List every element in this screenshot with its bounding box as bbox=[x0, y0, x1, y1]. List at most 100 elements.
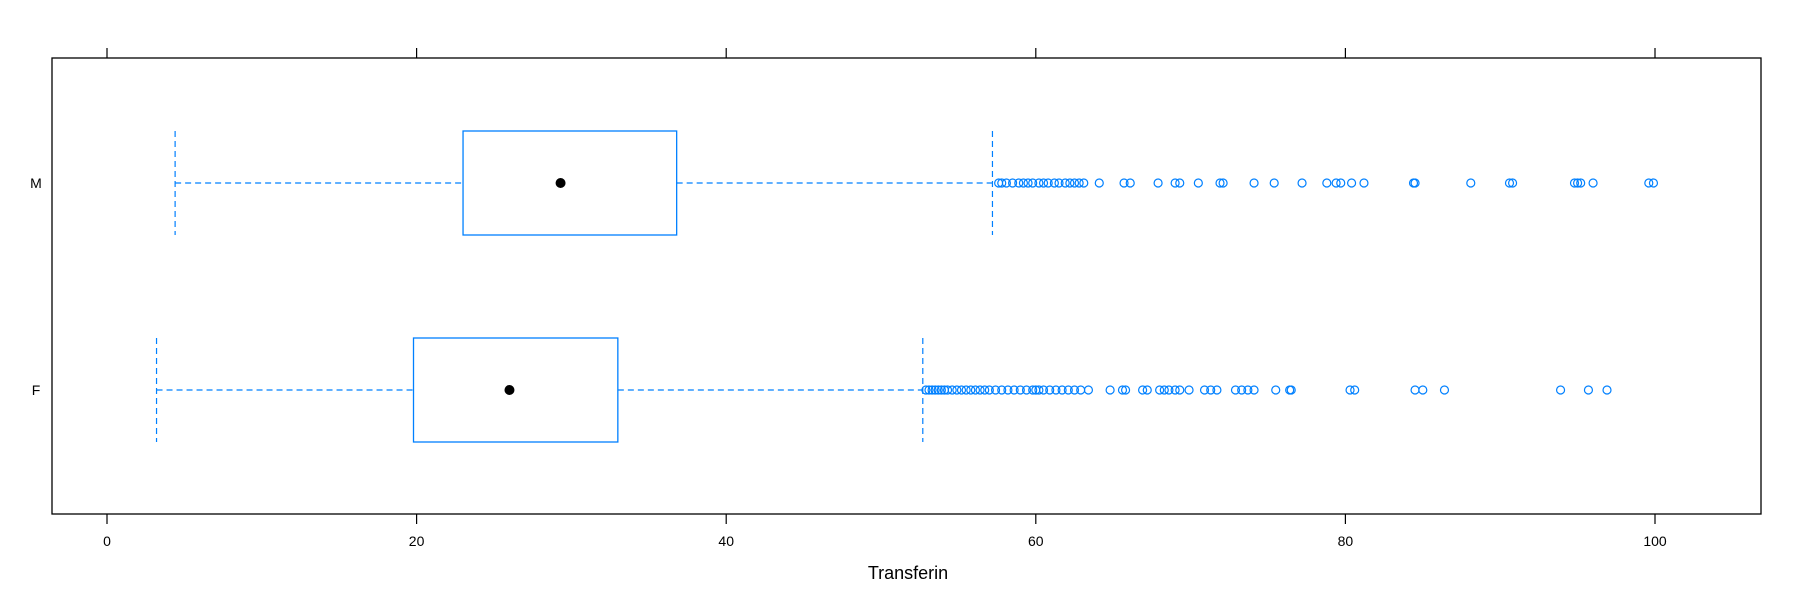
outlier-point bbox=[1322, 178, 1332, 188]
outlier-point bbox=[1105, 385, 1115, 395]
outlier-point bbox=[1286, 385, 1296, 395]
outlier-point bbox=[1074, 178, 1084, 188]
outlier-point bbox=[1001, 178, 1011, 188]
outlier-point bbox=[1018, 178, 1029, 188]
outlier-point bbox=[1051, 385, 1061, 395]
outlier-point bbox=[1142, 385, 1152, 395]
outlier-point bbox=[990, 385, 1001, 395]
outlier-point bbox=[1054, 178, 1064, 188]
outlier-point bbox=[975, 385, 985, 395]
median-dot bbox=[555, 178, 566, 188]
outlier-point bbox=[1120, 385, 1131, 395]
outlier-point bbox=[1648, 178, 1659, 188]
outlier-point bbox=[1507, 178, 1518, 188]
outlier-point bbox=[1155, 385, 1165, 395]
outlier-point bbox=[1346, 178, 1357, 188]
outlier-point bbox=[1079, 178, 1089, 188]
outlier-point bbox=[1215, 178, 1225, 188]
outlier-point bbox=[1069, 385, 1080, 395]
y-axis-category-labels: FM bbox=[30, 175, 42, 398]
interquartile-box bbox=[412, 337, 619, 443]
outlier-point bbox=[1009, 385, 1019, 395]
outlier-point bbox=[1045, 385, 1055, 395]
outlier-point bbox=[1418, 385, 1428, 395]
outlier-point bbox=[966, 385, 976, 395]
outlier-point bbox=[947, 385, 957, 395]
outlier-point bbox=[1644, 178, 1654, 188]
outlier-point bbox=[984, 385, 994, 395]
outlier-point bbox=[1193, 178, 1203, 188]
outlier-point bbox=[1345, 385, 1355, 395]
median-dot bbox=[504, 385, 515, 395]
outlier-point bbox=[961, 385, 971, 395]
outlier-point bbox=[1439, 385, 1450, 395]
box-f bbox=[155, 337, 1612, 443]
outlier-point bbox=[1359, 178, 1369, 188]
outlier-point bbox=[924, 385, 934, 395]
outlier-point bbox=[1269, 178, 1279, 188]
outlier-point bbox=[1049, 178, 1059, 188]
outlier-point bbox=[997, 178, 1007, 188]
outlier-point bbox=[1007, 178, 1018, 188]
outlier-point bbox=[1410, 178, 1420, 188]
outliers bbox=[921, 385, 1612, 395]
outlier-point bbox=[1230, 385, 1241, 395]
outlier-point bbox=[1028, 385, 1038, 395]
outlier-point bbox=[970, 385, 981, 395]
outlier-point bbox=[1043, 178, 1053, 188]
box-series bbox=[155, 130, 1659, 443]
outlier-point bbox=[1125, 178, 1135, 188]
outlier-point bbox=[1170, 385, 1180, 395]
outlier-point bbox=[1336, 178, 1346, 188]
outlier-point bbox=[1243, 385, 1253, 395]
outlier-point bbox=[1138, 385, 1148, 395]
outlier-point bbox=[936, 385, 946, 395]
x-axis-label: Transferin bbox=[868, 563, 948, 583]
outlier-point bbox=[1602, 385, 1612, 395]
outlier-point bbox=[1572, 178, 1583, 188]
outlier-point bbox=[1153, 178, 1163, 188]
outlier-point bbox=[1076, 385, 1086, 395]
outlier-point bbox=[1159, 385, 1169, 395]
x-tick-label: 0 bbox=[103, 533, 111, 549]
outlier-point bbox=[1063, 385, 1073, 395]
outlier-point bbox=[1094, 178, 1104, 188]
outlier-point bbox=[1249, 178, 1259, 188]
outliers bbox=[994, 178, 1659, 188]
outlier-point bbox=[952, 385, 962, 395]
outlier-point bbox=[1057, 385, 1067, 395]
outlier-point bbox=[1014, 178, 1024, 188]
outlier-point bbox=[1569, 178, 1580, 188]
outlier-point bbox=[1576, 178, 1586, 188]
x-tick-label: 100 bbox=[1643, 533, 1667, 549]
outlier-point bbox=[921, 385, 931, 395]
y-category-label-f: F bbox=[32, 382, 41, 398]
outlier-point bbox=[1023, 178, 1033, 188]
outlier-point bbox=[1060, 178, 1070, 188]
x-tick-label: 40 bbox=[718, 533, 734, 549]
outlier-point bbox=[930, 385, 940, 395]
outlier-point bbox=[956, 385, 967, 395]
outlier-point bbox=[1003, 385, 1013, 395]
outlier-point bbox=[1583, 385, 1594, 395]
outlier-point bbox=[1199, 385, 1210, 395]
outlier-point bbox=[1034, 385, 1044, 395]
outlier-point bbox=[1175, 178, 1185, 188]
outlier-point bbox=[1184, 385, 1194, 395]
outlier-point bbox=[1083, 385, 1094, 395]
outlier-point bbox=[1034, 178, 1044, 188]
x-axis-ticks: 0 20 40 60 80 100 bbox=[103, 48, 1667, 549]
outlier-point bbox=[1297, 178, 1307, 188]
interquartile-box bbox=[462, 130, 678, 236]
outlier-point bbox=[1331, 178, 1341, 188]
outlier-point bbox=[1170, 178, 1180, 188]
outlier-point bbox=[1065, 178, 1075, 188]
outlier-point bbox=[1212, 385, 1222, 395]
outlier-point bbox=[1038, 178, 1049, 188]
outlier-point bbox=[942, 385, 953, 395]
y-category-label-m: M bbox=[30, 175, 42, 191]
outlier-point bbox=[1466, 178, 1476, 188]
outlier-point bbox=[1175, 385, 1185, 395]
outlier-point bbox=[1069, 178, 1080, 188]
